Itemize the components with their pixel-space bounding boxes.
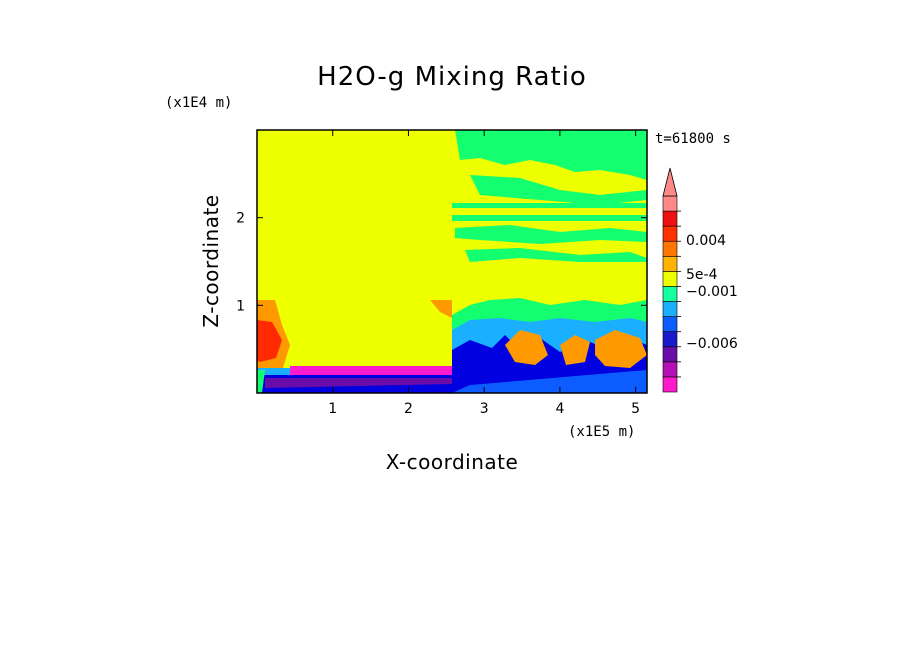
- colorbar-segment: [662, 286, 678, 302]
- colorbar-label: 0.004: [686, 233, 726, 249]
- plot-frame: [256, 129, 648, 394]
- y-axis-label: Z-coordinate: [199, 194, 223, 327]
- colorbar-segment: [662, 376, 678, 393]
- lower-left-layer: [257, 366, 452, 393]
- colorbar-segment: [662, 240, 678, 257]
- colorbar-segment: [662, 316, 678, 332]
- y-tick-label: 1: [236, 298, 245, 314]
- x-tick-label: 1: [328, 401, 337, 417]
- colorbar-label: −0.001: [686, 284, 738, 300]
- y-axis: 12: [236, 211, 647, 314]
- upper-green-patches: [452, 130, 647, 262]
- colorbar-segment: [662, 331, 678, 348]
- colorbar-segment: [662, 346, 678, 363]
- colorbar-segment: [662, 361, 678, 378]
- colorbar-label: 5e-4: [686, 267, 718, 283]
- chart-title: H2O-g Mixing Ratio: [317, 62, 587, 92]
- colorbar-segment: [662, 271, 678, 287]
- colorbar-segment: [662, 225, 678, 242]
- heatmap-field: [257, 130, 647, 393]
- x-tick-label: 5: [631, 401, 640, 417]
- lower-right-turbulence: [452, 298, 647, 393]
- colorbar-segment: [662, 210, 678, 227]
- colorbar-label: −0.006: [686, 336, 738, 352]
- colorbar-segment: [662, 301, 678, 317]
- x-tick-label: 2: [404, 401, 413, 417]
- y-unit-label: (x1E4 m): [165, 95, 232, 111]
- x-axis: 1 2 3 4 5: [328, 130, 640, 417]
- colorbar: 0.004 5e-4−0.001 −0.006: [662, 167, 738, 393]
- x-tick-label: 4: [555, 401, 564, 417]
- colorbar-extend-arrow: [662, 167, 678, 197]
- left-warm-patch: [257, 300, 452, 372]
- colorbar-segment: [662, 256, 678, 272]
- y-tick-label: 2: [236, 211, 245, 227]
- time-label: t=61800 s: [655, 131, 731, 147]
- colorbar-segment: [662, 195, 678, 212]
- x-tick-label: 3: [480, 401, 489, 417]
- x-axis-label: X-coordinate: [386, 450, 519, 474]
- x-unit-label: (x1E5 m): [568, 424, 635, 440]
